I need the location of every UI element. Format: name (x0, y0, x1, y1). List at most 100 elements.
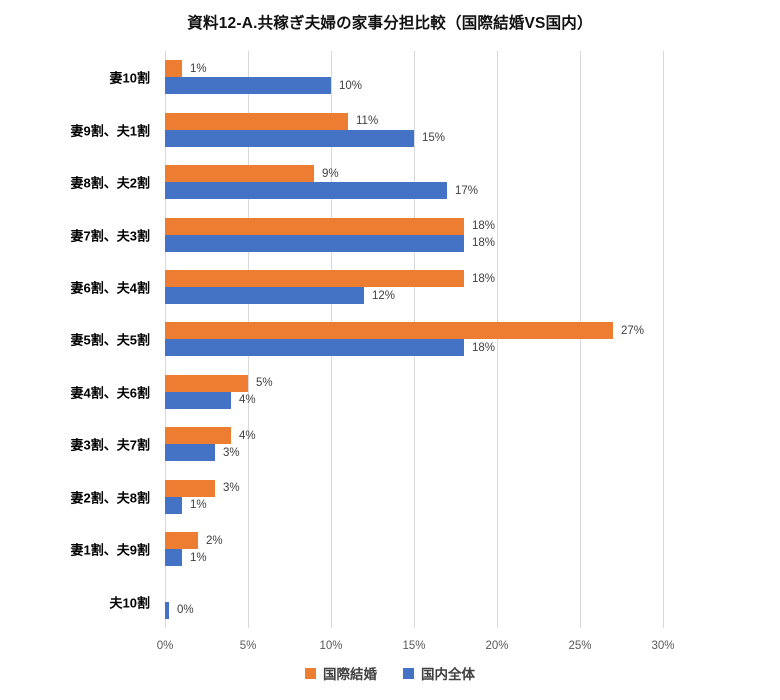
bar-international-marriage (165, 532, 198, 550)
category-label: 妻5割、夫5割 (70, 332, 150, 348)
bar-line: 18% (165, 270, 663, 288)
x-tick-label: 15% (402, 640, 426, 652)
bar-rows: 妻10割 1% 10% 妻9割、夫1割 11% 15% 妻8割、夫2割 9% 17% 妻7割、夫3… (71, 51, 663, 628)
chart-row: 妻7割、夫3割 18% 18% (71, 208, 663, 260)
bar-line: 1% (165, 60, 663, 78)
bar-line: 18% (165, 234, 663, 252)
bar-domestic-overall (165, 444, 215, 462)
legend-swatch (403, 667, 414, 679)
data-label: 3% (223, 482, 240, 495)
bar-line: 5% (165, 374, 663, 392)
bar-line: 12% (165, 287, 663, 305)
bar-domestic-overall (165, 182, 447, 200)
bar-international-marriage (165, 322, 613, 340)
chart-row: 夫10割 0% (110, 576, 663, 628)
bar-line: 18% (165, 339, 663, 357)
chart-row: 妻6割、夫4割 18% 12% (71, 261, 663, 313)
bar-domestic-overall (165, 496, 182, 514)
bar-line (165, 585, 663, 602)
bar-domestic-overall (165, 549, 182, 567)
bar-international-marriage (165, 479, 215, 497)
bar-international-marriage (165, 165, 314, 183)
category-label: 妻3割、夫7割 (70, 437, 150, 453)
chart-row: 妻8割、夫2割 9% 17% (71, 156, 663, 208)
bar-line: 10% (165, 77, 663, 95)
bar-line: 15% (165, 129, 663, 147)
legend-label: 国際結婚 (323, 667, 377, 682)
category-label: 妻2割、夫8割 (70, 490, 150, 506)
category-label: 夫10割 (109, 595, 150, 611)
legend: 国際結婚 国内全体 (0, 663, 780, 683)
data-label: 1% (190, 551, 207, 564)
bar-international-marriage (165, 60, 182, 78)
bar-line: 3% (165, 479, 663, 497)
category-label: 妻10割 (109, 70, 150, 86)
bar-international-marriage (165, 427, 231, 445)
plot-area: 妻10割 1% 10% 妻9割、夫1割 11% 15% 妻8割、夫2割 9% 17% 妻7割、夫3… (71, 51, 664, 628)
category-label: 妻6割、夫4割 (70, 280, 150, 296)
chart-row: 妻2割、夫8割 3% 1% (71, 471, 663, 523)
x-tick-label: 30% (651, 640, 675, 652)
data-label: 10% (339, 79, 363, 92)
data-label: 1% (190, 62, 207, 75)
bar-line: 4% (165, 391, 663, 409)
bar-international-marriage (165, 217, 464, 235)
data-label: 27% (621, 324, 645, 337)
data-label: 4% (239, 429, 256, 442)
data-label: 5% (256, 377, 273, 390)
bar-line: 2% (165, 532, 663, 550)
bar-line: 1% (165, 549, 663, 567)
category-label: 妻4割、夫6割 (70, 385, 150, 401)
chart-row: 妻4割、夫6割 5% 4% (71, 366, 663, 418)
data-label: 18% (472, 237, 496, 250)
category-label: 妻8割、夫2割 (70, 175, 150, 191)
bar-line: 17% (165, 182, 663, 200)
chart-row: 妻5割、夫5割 27% 18% (71, 313, 663, 365)
data-label: 4% (239, 394, 256, 407)
data-label: 12% (372, 289, 396, 302)
data-label: 17% (455, 184, 479, 197)
legend-swatch (305, 667, 316, 679)
data-label: 1% (190, 499, 207, 512)
data-label: 11% (356, 115, 379, 128)
data-label: 2% (206, 534, 223, 547)
bar-line: 1% (165, 496, 663, 514)
x-tick-label: 20% (485, 640, 509, 652)
data-label: 15% (422, 132, 446, 145)
legend-item-domestic-overall: 国内全体 (403, 663, 475, 683)
chart-row: 妻1割、夫9割 2% 1% (71, 523, 663, 575)
gridline (497, 51, 498, 628)
gridline (663, 51, 664, 628)
x-tick-label: 25% (568, 640, 592, 652)
data-label: 18% (472, 220, 496, 233)
legend-label: 国内全体 (421, 667, 475, 682)
bar-international-marriage (165, 374, 248, 392)
bar-domestic-overall (165, 391, 231, 409)
bar-domestic-overall (165, 77, 331, 95)
chart-row: 妻3割、夫7割 4% 3% (71, 418, 663, 470)
bar-line: 9% (165, 165, 663, 183)
data-label: 3% (223, 446, 240, 459)
bar-domestic-overall (165, 287, 364, 305)
bar-line: 27% (165, 322, 663, 340)
bar-line: 11% (165, 112, 663, 130)
data-label: 0% (177, 604, 194, 617)
bar-domestic-overall (165, 234, 464, 252)
bar-line: 3% (165, 444, 663, 462)
bar-international-marriage (165, 270, 464, 288)
bar-line: 18% (165, 217, 663, 235)
chart-row: 妻9割、夫1割 11% 15% (71, 103, 663, 155)
chart-title: 資料12-A.共稼ぎ夫婦の家事分担比較（国際結婚VS国内） (187, 15, 593, 32)
x-tick-label: 0% (156, 640, 174, 652)
gridline (580, 51, 581, 628)
x-axis: 0% 5% 10% 15% 20% 25% 30% (157, 640, 675, 656)
bar-line: 0% (165, 601, 663, 619)
legend-item-international-marriage: 国際結婚 (305, 663, 377, 683)
data-label: 18% (472, 272, 496, 285)
bar-domestic-overall (165, 129, 414, 147)
category-label: 妻1割、夫9割 (70, 542, 150, 558)
data-label: 18% (472, 341, 496, 354)
category-label: 妻7割、夫3割 (70, 228, 150, 244)
data-label: 9% (322, 167, 339, 180)
